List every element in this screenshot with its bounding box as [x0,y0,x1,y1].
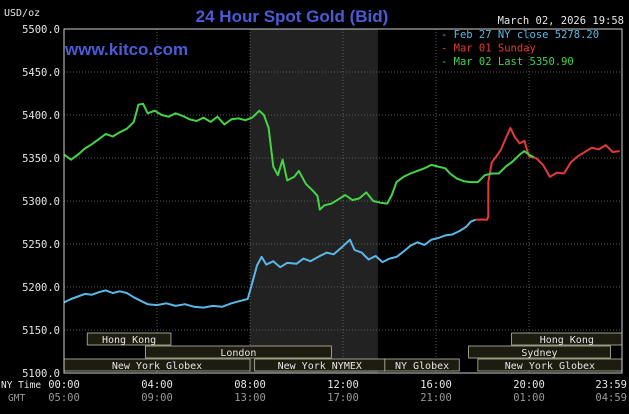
y-axis-ticks: 5500.0 5450.0 5400.0 5350.0 5300.0 5250.0 5200… [22,24,60,380]
session-label: Sydney [521,348,557,359]
legend: - Feb 27 NY close 5278.20 - Mar 01 Sunday… [441,29,599,68]
session-label: London [220,348,256,359]
x-tick-label-gmt: 05:00 [48,392,80,404]
y-tick-label: 5100.0 [22,368,60,380]
legend-entry: - Mar 02 Last 5350.90 [441,56,574,68]
x-tick-label-ny: 04:00 [141,379,173,391]
session-label: New York Globex [112,361,202,372]
session-label: New York NYMEX [278,361,362,372]
session-bar [86,332,172,346]
session-label: Hong Kong [540,335,594,346]
x-tick-label-gmt: 17:00 [327,392,359,404]
y-tick-label: 5500.0 [22,24,60,36]
unit-label: USD/oz [4,8,40,19]
session-bar [468,345,611,359]
y-tick-label: 5450.0 [22,67,60,79]
x-tick-label-ny: 08:00 [234,379,266,391]
session-label: New York Globex [505,361,595,372]
y-tick-label: 5200.0 [22,282,60,294]
series-line-mar-02 [63,102,535,211]
x-tick-label-gmt: 13:00 [234,392,266,404]
gmt-label: GMT [8,393,25,404]
session-label: NY Globex [395,361,449,372]
x-tick-label-ny: 00:00 [48,379,80,391]
grid-lines [63,28,623,374]
session-bar [384,358,460,372]
ny-time-label: NY Time [1,380,41,391]
x-tick-label-gmt: 04:59 [595,392,627,404]
y-tick-label: 5300.0 [22,196,60,208]
series-line-mar-01 [475,126,620,221]
x-tick-label-ny: 20:00 [513,379,545,391]
y-tick-label: 5350.0 [22,153,60,165]
session-bars: Hong Kong Hong Kong London Sydney New York G… [63,332,623,372]
x-tick-label-ny: 12:00 [327,379,359,391]
legend-entry: - Feb 27 NY close 5278.20 [441,29,599,41]
brand-label: www.kitco.com [64,40,188,59]
y-tick-label: 5250.0 [22,239,60,251]
x-tick-label-gmt: 09:00 [141,392,173,404]
x-tick-label-gmt: 21:00 [420,392,452,404]
plot-frame [63,28,623,374]
session-bar [144,345,332,359]
session-label: Hong Kong [102,335,156,346]
y-tick-label: 5400.0 [22,110,60,122]
date-label: March 02, 2026 19:58 [498,15,624,27]
chart-title: 24 Hour Spot Gold (Bid) [196,7,389,26]
price-series [63,102,620,309]
y-tick-label: 5150.0 [22,325,60,337]
legend-entry: - Mar 01 Sunday [441,43,536,55]
x-tick-label-gmt: 01:00 [513,392,545,404]
x-tick-label-ny: 16:00 [420,379,452,391]
series-line-feb-27 [63,218,476,309]
x-tick-label-ny: 23:59 [595,379,627,391]
